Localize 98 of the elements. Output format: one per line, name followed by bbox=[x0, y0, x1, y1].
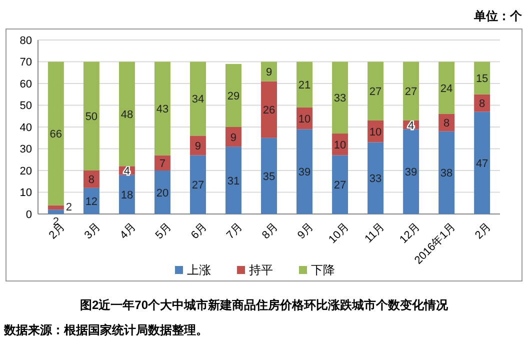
data-label: 48 bbox=[120, 108, 134, 121]
x-tick-label: 9月 bbox=[295, 221, 316, 242]
data-label: 47 bbox=[476, 158, 488, 170]
bar bbox=[154, 170, 170, 214]
data-label: 43 bbox=[156, 104, 169, 116]
data-label: 4 bbox=[408, 120, 414, 132]
data-label: 31 bbox=[227, 175, 240, 188]
bar bbox=[83, 188, 100, 214]
x-tick-label: 11月 bbox=[362, 221, 388, 246]
y-tick-label: 30 bbox=[20, 144, 32, 156]
data-label: 2 bbox=[66, 201, 72, 214]
x-tick-label: 3月 bbox=[82, 221, 104, 242]
bar bbox=[48, 205, 64, 210]
bar bbox=[438, 131, 455, 214]
bar bbox=[403, 62, 420, 120]
data-label: 4 bbox=[124, 166, 130, 178]
data-label: 8 bbox=[479, 98, 486, 110]
data-label: 9 bbox=[266, 66, 272, 79]
y-tick-label: 0 bbox=[26, 208, 32, 221]
bar bbox=[48, 210, 64, 214]
bar bbox=[226, 64, 242, 127]
legend-label: 持平 bbox=[249, 263, 273, 277]
bar bbox=[190, 62, 206, 136]
x-tick-label: 7月 bbox=[224, 221, 246, 242]
data-label: 29 bbox=[227, 90, 240, 102]
data-label: 38 bbox=[440, 168, 453, 180]
data-label: 27 bbox=[192, 180, 204, 192]
bar bbox=[332, 62, 348, 134]
bar bbox=[403, 129, 420, 214]
bar bbox=[261, 138, 277, 214]
bar bbox=[154, 155, 170, 170]
bar bbox=[190, 136, 206, 156]
text: 图2近一年70个大中城市新建商品住房价格环比涨跌城市个数变化情况 bbox=[80, 298, 450, 312]
bar bbox=[438, 62, 455, 114]
data-label: 33 bbox=[369, 173, 382, 186]
bar bbox=[438, 114, 455, 132]
bar bbox=[83, 62, 100, 170]
bar bbox=[154, 62, 170, 156]
data-label: 39 bbox=[298, 166, 311, 179]
legend-label: 上涨 bbox=[187, 263, 211, 277]
data-label: 10 bbox=[334, 139, 346, 152]
text: 单位：个 bbox=[473, 9, 523, 23]
bar bbox=[296, 62, 312, 108]
data-label: 9 bbox=[230, 132, 237, 144]
data-label: 9 bbox=[194, 140, 202, 152]
bar bbox=[118, 62, 135, 166]
bar bbox=[474, 112, 490, 214]
bar bbox=[474, 62, 490, 94]
bar bbox=[368, 142, 384, 214]
data-label: 27 bbox=[369, 86, 382, 98]
y-tick-label: 40 bbox=[20, 122, 32, 134]
bar bbox=[332, 155, 348, 214]
source-note: 数据来源：根据国家统计局数据整理。 bbox=[3, 323, 208, 337]
bar bbox=[226, 127, 242, 147]
x-tick-label: 10月 bbox=[326, 221, 352, 246]
data-label: 10 bbox=[298, 113, 311, 126]
bar bbox=[83, 170, 100, 188]
bar bbox=[261, 62, 277, 82]
x-tick-label: 12月 bbox=[398, 221, 423, 246]
x-tick-label: 5月 bbox=[153, 221, 174, 242]
data-label: 18 bbox=[120, 189, 134, 202]
data-label: 39 bbox=[404, 166, 418, 179]
data-label: 7 bbox=[159, 158, 166, 170]
data-label: 26 bbox=[262, 104, 276, 117]
bar bbox=[296, 129, 312, 214]
x-tick-label: 8月 bbox=[260, 221, 281, 242]
bar bbox=[118, 174, 135, 214]
data-label: 8 bbox=[88, 174, 95, 186]
data-label: 35 bbox=[262, 170, 276, 183]
data-label: 12 bbox=[85, 196, 98, 208]
bar bbox=[474, 94, 490, 112]
data-label: 24 bbox=[440, 82, 453, 95]
y-tick-label: 50 bbox=[20, 100, 32, 112]
bar bbox=[48, 62, 64, 206]
y-tick-label: 60 bbox=[20, 78, 32, 90]
data-label: 27 bbox=[334, 180, 346, 192]
data-label: 27 bbox=[404, 86, 418, 98]
data-label: 50 bbox=[85, 111, 98, 124]
data-label: 21 bbox=[298, 80, 311, 92]
x-tick-label: 4月 bbox=[118, 221, 139, 242]
y-tick-label: 80 bbox=[20, 34, 32, 47]
bar bbox=[190, 155, 206, 214]
data-label: 8 bbox=[443, 118, 450, 130]
data-label: 10 bbox=[369, 126, 382, 138]
data-label: 66 bbox=[50, 128, 62, 141]
y-tick-label: 70 bbox=[20, 56, 32, 69]
bar bbox=[368, 62, 384, 120]
x-tick-label: 6月 bbox=[188, 221, 210, 242]
bar bbox=[226, 146, 242, 214]
x-tick-label: 2月 bbox=[473, 221, 494, 242]
legend-label: 下降 bbox=[311, 263, 335, 277]
data-label: 34 bbox=[192, 94, 204, 106]
y-tick-label: 20 bbox=[20, 165, 32, 178]
data-label: 20 bbox=[156, 187, 169, 200]
data-label: 33 bbox=[334, 92, 346, 105]
bar bbox=[261, 81, 277, 138]
y-tick-label: 10 bbox=[20, 187, 32, 200]
data-label: 15 bbox=[476, 73, 488, 86]
